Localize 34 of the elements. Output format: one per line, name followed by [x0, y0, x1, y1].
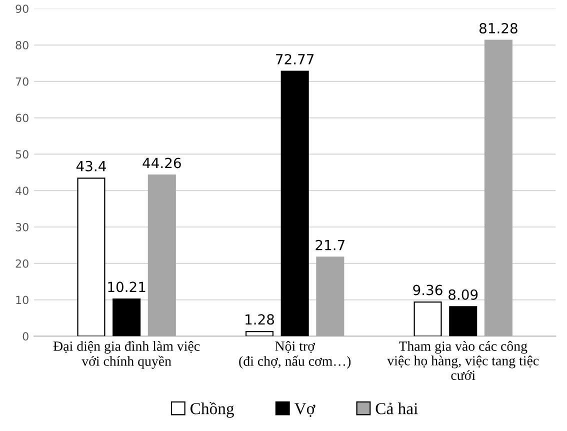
y-tick-label: 0	[22, 332, 28, 341]
y-tick-label: 60	[16, 114, 28, 122]
y-tick-label: 50	[16, 150, 28, 159]
y-tick-label: 20	[16, 259, 28, 268]
bar	[449, 306, 478, 336]
x-tick-label: Nội trợ (đi chợ, nấu cơm…)	[239, 341, 351, 369]
data-label: 43.4	[76, 160, 106, 172]
data-label: 9.36	[413, 284, 442, 296]
bar	[414, 302, 442, 336]
y-tick-label: 40	[16, 186, 28, 195]
legend-label: Cả hai	[376, 402, 418, 414]
bar	[112, 298, 141, 336]
legend-label: Vợ	[294, 403, 316, 417]
bar	[484, 40, 512, 336]
bar	[77, 178, 106, 336]
bar	[245, 330, 274, 336]
data-label: 81.28	[480, 22, 518, 34]
y-tick-label: 30	[16, 222, 28, 232]
data-label: 10.21	[108, 282, 146, 292]
x-tick-label: Tham gia vào các công việc họ hàng, việc tang tiệc cưới	[387, 341, 539, 380]
data-label: 44.26	[142, 158, 181, 168]
x-tick-label: Đại diện gia đình làm việc với chính quyền	[53, 341, 200, 369]
bar	[148, 174, 176, 336]
data-label: 72.77	[276, 54, 314, 64]
data-label: 8.09	[448, 289, 478, 300]
data-label: 1.28	[246, 314, 274, 325]
data-label: 21.7	[316, 240, 344, 250]
bar	[280, 70, 309, 336]
y-tick-label: 70	[16, 77, 28, 86]
bar	[316, 256, 344, 336]
y-tick-label: 80	[16, 40, 28, 50]
y-tick-label: 90	[16, 4, 28, 13]
legend-label: Chồng	[190, 402, 234, 418]
y-tick-label: 10	[16, 296, 28, 304]
